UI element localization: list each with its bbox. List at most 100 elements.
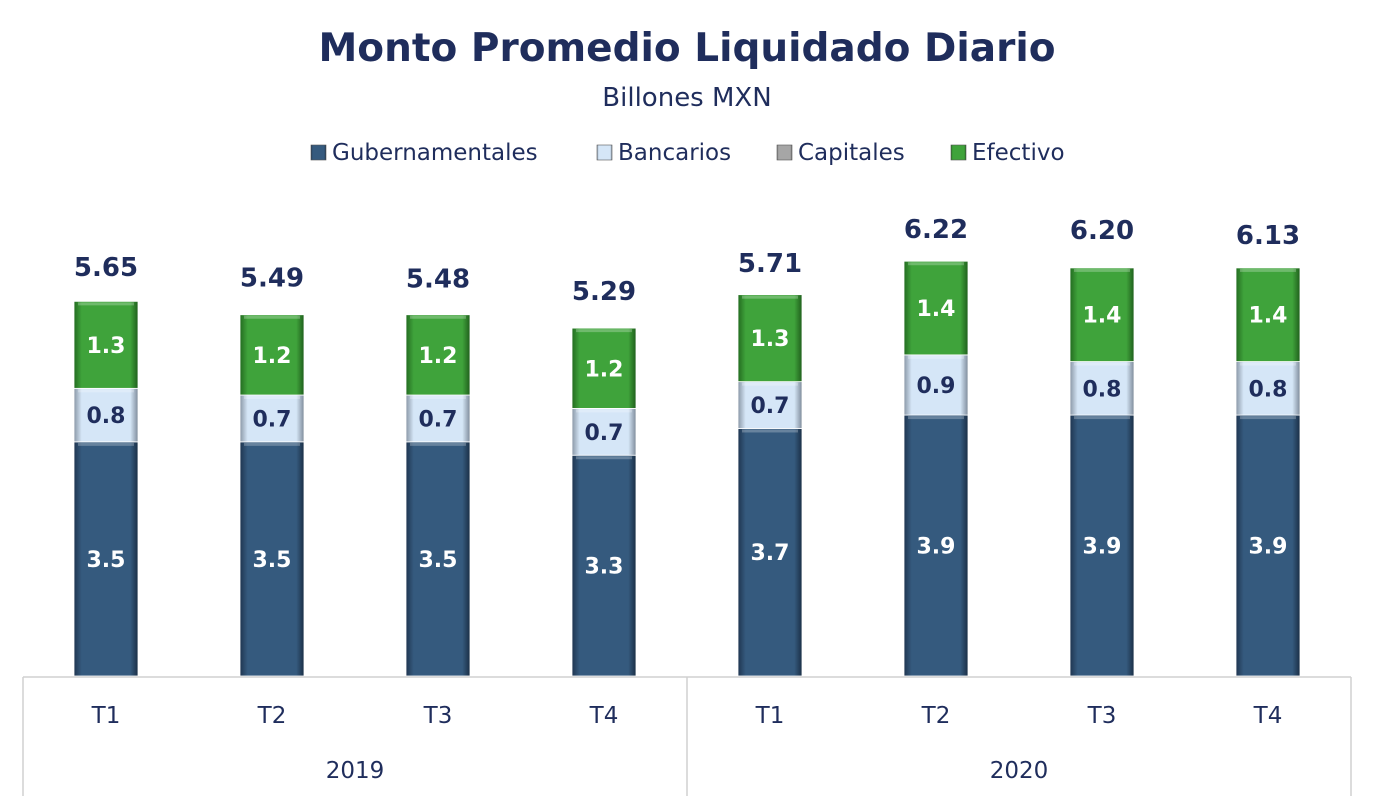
- bar-efectivo-1: [73, 300, 139, 389]
- bar-gubernamentales-3: [405, 441, 471, 677]
- bar-bevel-efectivo-1: [78, 302, 134, 306]
- data-label-gubernamentales-1: 3.5: [87, 548, 126, 573]
- bar-bevel-gubernamentales-5: [742, 429, 798, 433]
- bar-bevel-gubernamentales-2: [244, 442, 300, 446]
- total-label-8: 6.13: [1236, 221, 1300, 251]
- bar-bevel-gubernamentales-3: [410, 442, 466, 446]
- bar-bancarios-2: [239, 394, 305, 443]
- bar-bevel-gubernamentales-8: [1240, 416, 1296, 420]
- bar-bevel-gubernamentales-4: [576, 456, 632, 460]
- data-label-bancarios-5: 0.7: [751, 394, 790, 419]
- bar-efectivo-2: [239, 314, 305, 396]
- data-label-efectivo-7: 1.4: [1083, 304, 1122, 329]
- data-label-bancarios-8: 0.8: [1249, 377, 1288, 402]
- bar-bevel-efectivo-5: [742, 295, 798, 299]
- bar-bevel-bancarios-3: [410, 396, 466, 400]
- bar-bevel-efectivo-8: [1240, 268, 1296, 272]
- chart-subtitle: Billones MXN: [602, 83, 771, 113]
- data-label-bancarios-2: 0.7: [253, 407, 292, 432]
- bar-bevel-bancarios-6: [908, 355, 964, 359]
- legend-swatch-bancarios: [596, 144, 613, 161]
- data-label-bancarios-3: 0.7: [419, 407, 458, 432]
- data-label-gubernamentales-4: 3.3: [585, 555, 624, 580]
- data-label-gubernamentales-6: 3.9: [917, 535, 956, 560]
- bar-efectivo-3: [405, 314, 471, 396]
- x-group-label-2020: 2020: [990, 758, 1049, 784]
- bar-gubernamentales-4: [571, 454, 637, 677]
- legend-label-gubernamentales: Gubernamentales: [332, 140, 538, 166]
- x-axis: T1 T2 T3 T4 T1 T2 T3 T4 2019 2020: [22, 676, 1352, 796]
- bar-bevel-efectivo-2: [244, 315, 300, 319]
- total-label-4: 5.29: [572, 277, 636, 307]
- data-label-efectivo-4: 1.2: [585, 357, 624, 382]
- legend: Gubernamentales Bancarios Capitales Efectiv…: [310, 140, 1065, 166]
- x-tick-label-3: T3: [423, 703, 453, 729]
- data-label-gubernamentales-7: 3.9: [1083, 535, 1122, 560]
- data-label-gubernamentales-5: 3.7: [751, 541, 790, 566]
- data-label-bancarios-1: 0.8: [87, 404, 126, 429]
- bar-bancarios-7: [1069, 361, 1135, 416]
- x-tick-label-8: T4: [1253, 703, 1283, 729]
- bar-gubernamentales-6: [903, 414, 969, 677]
- legend-swatch-efectivo: [950, 144, 967, 161]
- bars: 3.5 0.8 1.3 5.65 3.5 0.7 1.2 5.49 3.5 0.7 1.2 5.48 3…: [73, 215, 1301, 677]
- bar-efectivo-5: [737, 294, 803, 383]
- x-tick-label-7: T3: [1087, 703, 1117, 729]
- data-label-efectivo-6: 1.4: [917, 297, 956, 322]
- x-group-label-2019: 2019: [326, 758, 385, 784]
- total-label-5: 5.71: [738, 249, 802, 279]
- bar-gubernamentales-7: [1069, 414, 1135, 677]
- total-label-1: 5.65: [74, 253, 138, 283]
- bar-bancarios-4: [571, 407, 637, 456]
- bar-gubernamentales-2: [239, 441, 305, 677]
- data-label-gubernamentales-2: 3.5: [253, 548, 292, 573]
- total-label-2: 5.49: [240, 264, 304, 294]
- bar-bancarios-6: [903, 354, 969, 416]
- bar-bevel-bancarios-1: [78, 389, 134, 393]
- bar-efectivo-7: [1069, 267, 1135, 362]
- bar-bevel-bancarios-7: [1074, 362, 1130, 366]
- legend-swatch-capitales: [776, 144, 793, 161]
- bar-bevel-efectivo-7: [1074, 268, 1130, 272]
- legend-swatch-gubernamentales: [310, 144, 327, 161]
- legend-label-capitales: Capitales: [798, 140, 905, 166]
- bar-gubernamentales-5: [737, 428, 803, 677]
- data-label-efectivo-2: 1.2: [253, 344, 292, 369]
- bar-bevel-gubernamentales-6: [908, 416, 964, 420]
- bar-bevel-bancarios-4: [576, 409, 632, 413]
- x-tick-label-1: T1: [91, 703, 121, 729]
- data-label-bancarios-4: 0.7: [585, 421, 624, 446]
- x-tick-label-4: T4: [589, 703, 619, 729]
- total-label-6: 6.22: [904, 215, 968, 245]
- bar-bevel-gubernamentales-7: [1074, 416, 1130, 420]
- x-tick-label-5: T1: [755, 703, 785, 729]
- chart-title: Monto Promedio Liquidado Diario: [319, 26, 1056, 71]
- total-label-7: 6.20: [1070, 216, 1134, 246]
- data-label-bancarios-6: 0.9: [917, 374, 956, 399]
- bar-bancarios-8: [1235, 361, 1301, 416]
- data-label-bancarios-7: 0.8: [1083, 377, 1122, 402]
- data-label-efectivo-8: 1.4: [1249, 304, 1288, 329]
- x-tick-label-2: T2: [257, 703, 287, 729]
- legend-label-efectivo: Efectivo: [972, 140, 1065, 166]
- total-label-3: 5.48: [406, 264, 470, 294]
- legend-label-bancarios: Bancarios: [618, 140, 731, 166]
- bar-bancarios-1: [73, 387, 139, 443]
- bar-bevel-bancarios-5: [742, 382, 798, 386]
- data-label-efectivo-5: 1.3: [751, 327, 790, 352]
- bar-bevel-bancarios-2: [244, 396, 300, 400]
- bar-bevel-efectivo-6: [908, 262, 964, 266]
- data-label-efectivo-3: 1.2: [419, 344, 458, 369]
- data-label-gubernamentales-3: 3.5: [419, 548, 458, 573]
- bar-bevel-gubernamentales-1: [78, 442, 134, 446]
- data-label-efectivo-1: 1.3: [87, 334, 126, 359]
- bar-bevel-efectivo-3: [410, 315, 466, 319]
- data-label-gubernamentales-8: 3.9: [1249, 535, 1288, 560]
- bar-gubernamentales-1: [73, 441, 139, 677]
- bar-bancarios-3: [405, 394, 471, 443]
- bar-efectivo-4: [571, 327, 637, 409]
- bar-bevel-bancarios-8: [1240, 362, 1296, 366]
- bar-efectivo-6: [903, 260, 969, 356]
- bar-efectivo-8: [1235, 267, 1301, 362]
